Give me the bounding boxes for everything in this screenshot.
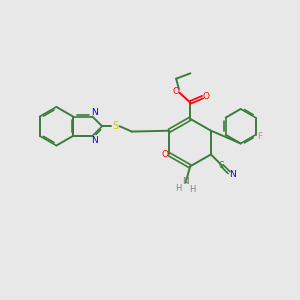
Text: N: N	[92, 108, 98, 117]
Text: F: F	[257, 132, 262, 141]
Text: O: O	[161, 150, 168, 159]
Text: O: O	[173, 87, 180, 96]
Text: H: H	[189, 185, 195, 194]
Text: C: C	[219, 161, 224, 170]
Text: N: N	[229, 170, 236, 179]
Text: S: S	[112, 121, 118, 131]
Text: O: O	[203, 92, 210, 101]
Text: N: N	[92, 136, 98, 145]
Text: N: N	[182, 177, 189, 186]
Text: H: H	[175, 184, 181, 193]
